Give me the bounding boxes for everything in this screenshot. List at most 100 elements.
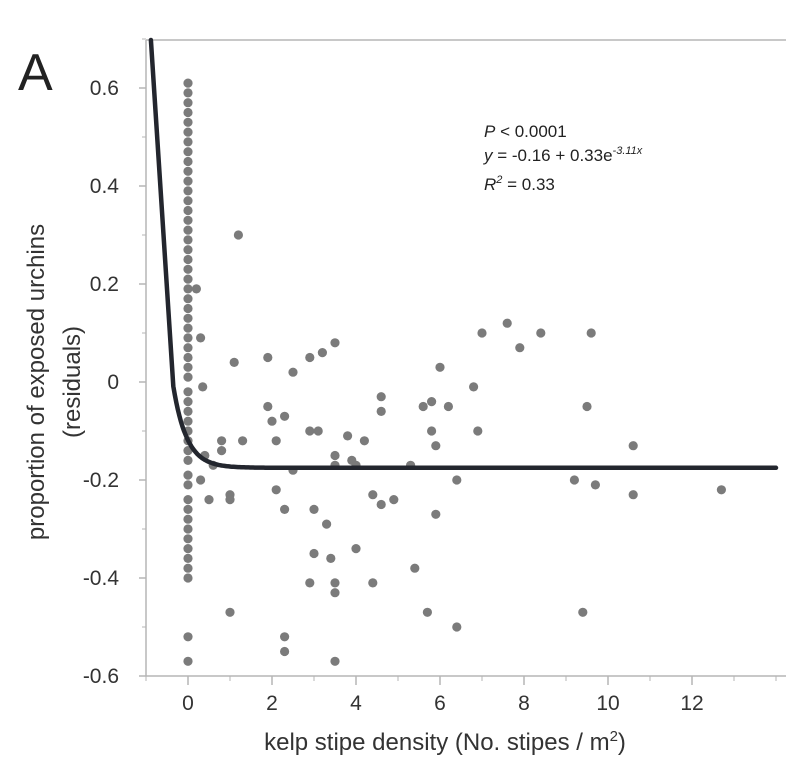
data-point	[225, 607, 235, 617]
y-tick-label: 0.2	[90, 273, 119, 296]
data-point	[267, 416, 277, 426]
y-axis-title: proportion of exposed urchins (residuals…	[23, 224, 86, 540]
data-point	[183, 504, 193, 514]
data-point	[418, 401, 428, 412]
fit-curve	[148, 37, 779, 471]
data-point	[183, 88, 193, 98]
x-tick-label: 10	[596, 692, 619, 715]
data-point	[271, 436, 281, 446]
data-point	[322, 519, 332, 529]
fit-annotation: P < 0.0001 y = -0.16 + 0.33e-3.11x R2 = …	[483, 122, 643, 194]
data-point	[443, 401, 453, 412]
data-point	[309, 504, 319, 514]
data-point	[183, 656, 193, 666]
data-point	[431, 441, 441, 451]
data-point	[263, 401, 273, 412]
data-point	[183, 323, 193, 333]
data-point	[578, 607, 588, 617]
data-point	[280, 646, 290, 657]
y-ticks: -0.6 -0.4 -0.2 0 0.2 0.4 0.6	[83, 38, 146, 688]
data-point	[376, 392, 386, 402]
data-point	[183, 274, 193, 284]
data-point	[183, 107, 193, 118]
data-point	[305, 578, 315, 588]
data-point	[233, 230, 243, 240]
data-point	[452, 622, 462, 632]
y-tick-label: 0.4	[90, 175, 120, 198]
data-point	[330, 656, 340, 666]
data-point	[183, 264, 193, 274]
data-point	[196, 475, 206, 485]
data-point	[271, 485, 281, 495]
data-point	[330, 588, 340, 598]
data-point	[229, 357, 239, 367]
data-point	[204, 495, 214, 505]
data-point	[502, 318, 512, 328]
data-point	[368, 490, 378, 500]
data-point	[183, 176, 193, 186]
data-point	[431, 509, 441, 519]
data-point	[183, 166, 193, 176]
data-point	[309, 548, 319, 559]
data-point	[183, 406, 193, 416]
data-point	[183, 573, 193, 583]
data-point	[183, 397, 193, 407]
p-value-text: P < 0.0001	[484, 122, 567, 141]
data-point	[569, 475, 580, 485]
data-point	[196, 333, 206, 343]
x-tick-label: 0	[182, 692, 194, 715]
data-point	[330, 338, 340, 348]
data-point	[183, 514, 193, 524]
data-point	[183, 362, 193, 372]
plot-frame	[145, 39, 786, 677]
data-point	[330, 578, 340, 588]
x-axis-title: kelp stipe density (No. stipes / m2)	[264, 728, 626, 756]
y-tick-label: -0.4	[83, 567, 120, 590]
data-point	[326, 553, 336, 564]
data-point	[263, 352, 273, 363]
data-point	[469, 382, 479, 392]
data-point	[183, 416, 193, 426]
x-tick-label: 2	[266, 692, 278, 715]
data-point	[183, 455, 193, 465]
data-point	[183, 98, 193, 108]
data-point	[280, 504, 290, 514]
data-point	[183, 524, 193, 534]
data-point	[183, 333, 193, 343]
y-axis-title-line2: (residuals)	[59, 326, 86, 438]
equation-text: y = -0.16 + 0.33e-3.11x	[483, 145, 643, 165]
data-point	[183, 470, 193, 480]
data-point	[477, 328, 487, 338]
data-point	[427, 426, 437, 436]
y-axis-title-line1: proportion of exposed urchins	[23, 224, 50, 540]
y-tick-label: -0.6	[83, 665, 119, 688]
data-point	[368, 578, 378, 588]
data-point	[183, 553, 193, 564]
data-point	[183, 186, 193, 196]
data-point	[183, 294, 193, 304]
data-point	[198, 382, 208, 392]
data-points	[183, 78, 727, 666]
data-point	[183, 196, 193, 206]
data-point	[183, 137, 193, 147]
data-point	[515, 343, 525, 353]
data-point	[183, 284, 193, 294]
data-point	[305, 426, 315, 436]
data-point	[288, 367, 298, 377]
data-point	[343, 431, 353, 441]
data-point	[473, 426, 483, 436]
data-point	[183, 544, 193, 554]
data-point	[716, 485, 727, 495]
data-point	[183, 495, 193, 505]
data-point	[225, 495, 235, 505]
data-point	[191, 284, 201, 294]
data-point	[183, 313, 193, 323]
data-point	[536, 328, 546, 338]
data-point	[582, 401, 592, 412]
data-point	[590, 480, 601, 490]
x-tick-label: 6	[434, 692, 446, 715]
x-ticks: 0 2 4 6 8 10 12	[145, 676, 777, 715]
data-point	[183, 117, 193, 127]
data-point	[317, 348, 327, 358]
